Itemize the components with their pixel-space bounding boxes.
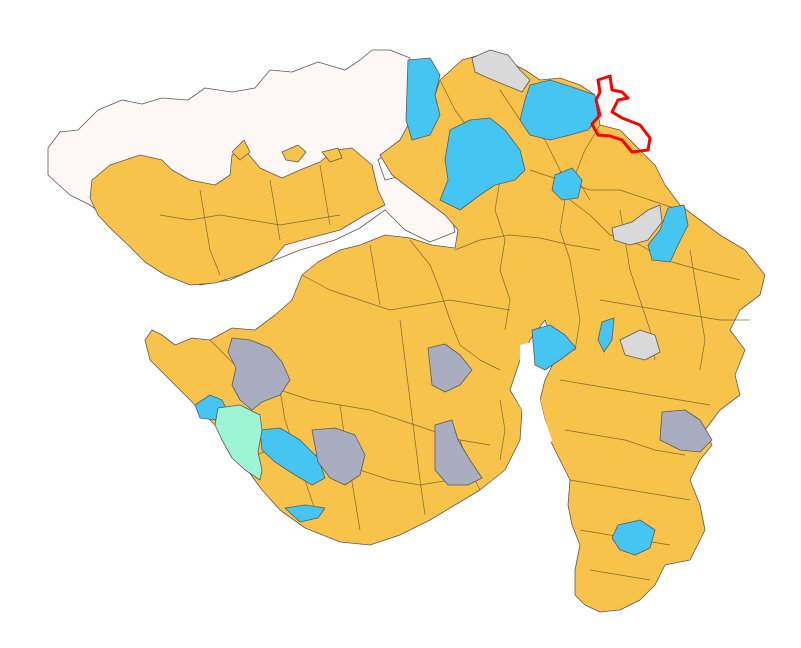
kutch-islet-2 — [321, 147, 343, 163]
constituency-lightgrey — [471, 49, 531, 93]
constituency-blue — [439, 117, 526, 211]
constituency-blue — [284, 504, 326, 523]
kutch-islet-3 — [231, 139, 251, 161]
district-boundaries — [159, 79, 750, 581]
constituency-blue — [647, 204, 689, 263]
highlighted-constituency — [590, 74, 652, 154]
vacant-constituencies — [471, 49, 663, 361]
constituency-mint — [214, 404, 263, 481]
constituency-grey — [227, 337, 291, 411]
party-c-constituencies — [227, 337, 713, 486]
constituency-lightgrey — [619, 329, 661, 361]
constituency-grey — [434, 419, 483, 486]
constituency-lightgrey — [611, 204, 663, 246]
constituency-grey — [311, 427, 366, 486]
constituency-grey — [659, 409, 713, 453]
party-b-constituencies — [194, 57, 689, 556]
constituency-blue — [259, 427, 326, 486]
constituency-blue — [405, 57, 441, 141]
constituency-blue — [611, 519, 656, 556]
constituency-grey — [427, 343, 473, 393]
kutch-islet-1 — [281, 144, 307, 163]
constituency-blue — [597, 317, 615, 353]
constituency-blue — [519, 79, 599, 141]
constituency-blue — [551, 167, 583, 201]
kutch-region — [89, 147, 386, 286]
constituency-blue — [531, 324, 577, 371]
